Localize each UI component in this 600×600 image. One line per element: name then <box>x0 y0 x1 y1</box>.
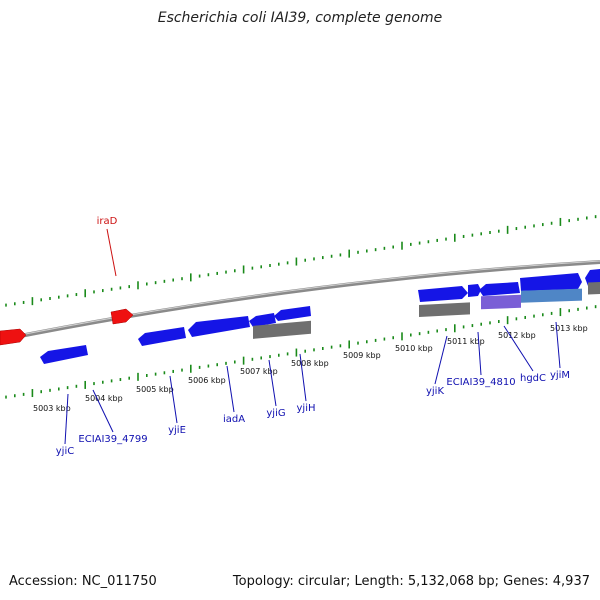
gene-arrow-irad <box>110 308 134 325</box>
gene-arrow-yjih <box>274 306 311 321</box>
gene-leader-line <box>268 359 277 407</box>
gene-label: yjiC <box>56 446 74 457</box>
gene-arrow-iada <box>188 316 250 337</box>
inner-tick-track <box>5 305 597 399</box>
outer-tick-track <box>5 215 597 307</box>
gene-arrow-red-left <box>0 328 27 346</box>
kbp-label: 5007 kbp <box>240 367 278 376</box>
kbp-scale-labels: 5003 kbp 5004 kbp 5005 kbp 5006 kbp 5007 kbp… <box>33 324 588 413</box>
genome-backbone <box>0 260 600 342</box>
gene-arrow-yjig <box>249 313 276 327</box>
gene-label: hgdC <box>520 373 546 384</box>
gene-leader-line <box>503 325 534 372</box>
gene-label: iadA <box>223 414 245 425</box>
accession-text: Accession: NC_011750 <box>9 574 157 589</box>
gene-labels: iraD yjiC ECIAI39_4799 yjiE iadA yjiG yjiH yjiK… <box>56 216 570 457</box>
gene-label: ECIAI39_4810 <box>446 377 515 388</box>
kbp-label: 5011 kbp <box>447 337 485 346</box>
gene-arrow-right-edge <box>585 269 600 286</box>
gene-box-steel <box>521 288 582 303</box>
gene-leader-line <box>555 321 561 369</box>
kbp-label: 5010 kbp <box>395 344 433 353</box>
gene-arrow-hgdc <box>520 273 582 291</box>
gene-label: yjiH <box>297 403 316 414</box>
gene-label: yjiE <box>168 425 186 436</box>
gene-arrow-eciai39-4810 <box>479 282 520 296</box>
gene-leader-line <box>299 353 307 402</box>
gene-label: yjiM <box>550 370 570 381</box>
kbp-label: 5012 kbp <box>498 331 536 340</box>
gene-box-purple <box>481 294 521 310</box>
gene-arrow-yjie <box>138 327 186 346</box>
gene-label: iraD <box>97 216 118 227</box>
gene-label: ECIAI39_4799 <box>78 434 147 445</box>
genome-backbone-highlight <box>0 260 600 340</box>
kbp-label: 5013 kbp <box>550 324 588 333</box>
gene-leader-line <box>434 335 448 385</box>
gene-leader-line <box>477 331 482 376</box>
gene-box-gray-1 <box>253 320 311 339</box>
gene-label: yjiK <box>426 386 444 397</box>
gene-label: yjiG <box>266 408 285 419</box>
gene-leader-line <box>92 389 114 433</box>
gene-leader-line <box>106 228 117 277</box>
kbp-label: 5005 kbp <box>136 385 174 394</box>
kbp-label: 5004 kbp <box>85 394 123 403</box>
gene-box-gray-2 <box>419 302 470 318</box>
map-title: Escherichia coli IAI39, complete genome <box>157 10 443 26</box>
genome-summary-text: Topology: circular; Length: 5,132,068 bp… <box>232 574 590 589</box>
gene-leader-line <box>226 365 235 413</box>
kbp-label: 5009 kbp <box>343 351 381 360</box>
gene-leader-line <box>169 375 178 424</box>
kbp-label: 5006 kbp <box>188 376 226 385</box>
gene-leader-line <box>64 393 69 445</box>
kbp-label: 5008 kbp <box>291 359 329 368</box>
kbp-label: 5003 kbp <box>33 404 71 413</box>
gene-arrow-yjic <box>40 345 88 364</box>
gene-arrow-yjik-1 <box>418 286 468 302</box>
gene-arrow-yjik-2 <box>468 284 481 297</box>
gene-box-gray-3 <box>588 282 600 295</box>
